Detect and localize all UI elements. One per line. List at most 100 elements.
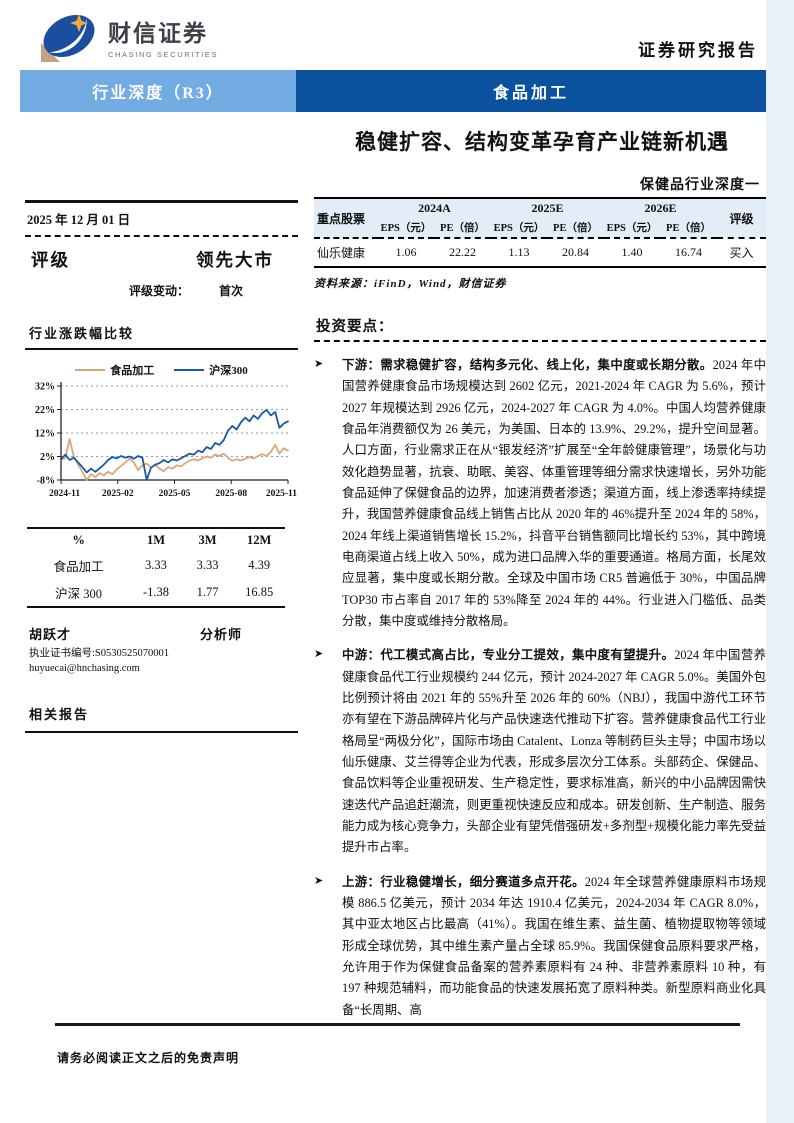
rating-row: 评级 领先大市: [25, 237, 298, 276]
legend-item-food-processing: 食品加工: [75, 362, 154, 378]
stock-rating: 买入: [717, 237, 766, 267]
analyst-row: 胡跃才 分析师: [25, 608, 298, 645]
chasing-securities-logo: 财信证券 CHASING SECURITIES: [38, 8, 218, 64]
header-cell: PE（倍）: [547, 218, 604, 238]
banner-industry: 食品加工: [296, 70, 766, 112]
brand-name-cn: 财信证券: [108, 19, 208, 46]
bullet-body: 2024 年全球营养健康原料市场规模 886.5 亿美元，预计 2034 年达 …: [342, 874, 766, 1017]
data-cell: 3.33: [145, 558, 167, 572]
header-cell: EPS（元）: [491, 218, 547, 238]
page-bottom-rule: [55, 1023, 740, 1026]
rating-change-label: 评级变动：: [129, 284, 190, 298]
header-cell: 2025E: [491, 198, 604, 218]
report-date: 2025 年 12 月 01 日: [25, 200, 298, 237]
header-cell: %: [72, 533, 85, 547]
related-reports-title: 相关报告: [25, 704, 298, 734]
data-cell: 3.33: [196, 558, 219, 572]
table-row: 沪深 300 -1.38 1.77 16.85: [27, 579, 285, 607]
table-subheader-row: EPS（元） PE（倍） EPS（元） PE（倍） EPS（元） PE（倍）: [314, 218, 766, 238]
header-cell: 2024A: [378, 198, 491, 218]
analyst-email: huyuecai@hnchasing.com: [29, 662, 140, 674]
page-edge-strip: [766, 0, 794, 1123]
bullet-lead: 下游：需求稳健扩容，结构多元化、线上化，集中度或长期分散。: [342, 358, 713, 372]
svg-text:-8%: -8%: [37, 476, 55, 487]
svg-text:2025-05: 2025-05: [159, 489, 191, 499]
line-chart-canvas: 32% 22% 12% 2% -8% 2024-11 2025-02 2025-05 2025-…: [35, 382, 297, 500]
analyst-cert: 执业证书编号:S0530525070001: [29, 648, 170, 659]
data-cell: 16.74: [660, 237, 717, 267]
data-cell: 4.39: [248, 558, 271, 572]
logo-mark-icon: [41, 14, 95, 62]
svg-text:2%: 2%: [40, 452, 55, 463]
bullet-text: 中游：代工模式高占比，专业分工提效，集中度有望提升。2024 年中国营养健康食品…: [342, 645, 766, 858]
data-cell: 1.13: [491, 237, 547, 267]
industry-performance-chart: 食品加工 沪深300 32% 22% 12% 2% -8% 2024-11 2025-02 2…: [25, 362, 298, 509]
highlight-bullet-upstream: ➤ 上游：行业稳健增长，细分赛道多点开花。2024 年全球营养健康原料市场规模 …: [314, 872, 766, 1021]
svg-text:2025-08: 2025-08: [215, 489, 247, 499]
report-title: 稳健扩容、结构变革孕育产业链新机遇: [355, 130, 729, 154]
legend-item-csi300: 沪深300: [174, 362, 248, 378]
data-cell: -1.38: [142, 585, 169, 599]
data-cell: 1.77: [196, 585, 219, 599]
rating-label: 评级: [31, 250, 70, 270]
table-row: 食品加工 3.33 3.33 4.39: [27, 552, 285, 579]
brand-text: 财信证券 CHASING SECURITIES: [108, 14, 218, 59]
category-banner: 行业深度（R3） 食品加工: [20, 70, 766, 112]
performance-table: % 1M 3M 12M 食品加工 3.33 3.33 4.39 沪深 300 -…: [27, 527, 285, 608]
brand-name-en: CHASING SECURITIES: [108, 49, 219, 59]
highlight-bullet-midstream: ➤ 中游：代工模式高占比，专业分工提效，集中度有望提升。2024 年中国营养健康…: [314, 645, 766, 858]
bullet-body: 2024 年中国营养健康食品代工行业规模约 244 亿元，预计 2024-202…: [342, 648, 767, 855]
main-content: 重点股票 2024A 2025E 2026E 评级 EPS（元） PE（倍） E…: [314, 197, 766, 1021]
table-row: 仙乐健康 1.06 22.22 1.13 20.84 1.40 16.74 买入: [314, 237, 766, 267]
data-cell: 1.40: [604, 237, 660, 267]
row-label: 食品加工: [53, 560, 104, 574]
legend-line-sample: [174, 368, 205, 372]
data-cell: 22.22: [434, 237, 491, 267]
header-cell: PE（倍）: [660, 218, 717, 238]
report-subtitle: 保健品行业深度一: [640, 178, 760, 193]
svg-text:2024-11: 2024-11: [49, 489, 80, 499]
header-cell: 12M: [247, 533, 272, 547]
row-label: 沪深 300: [55, 587, 103, 601]
header-cell: PE（倍）: [434, 218, 491, 238]
rating-value: 领先大市: [196, 250, 274, 270]
legend-label: 食品加工: [110, 365, 155, 377]
bullet-lead: 中游：代工模式高占比，专业分工提效，集中度有望提升。: [342, 648, 675, 663]
banner-report-type: 行业深度（R3）: [20, 70, 296, 112]
header-cell: 1M: [146, 533, 166, 547]
data-source-note: 资料来源：iFinD，Wind，财信证券: [314, 278, 507, 290]
svg-text:12%: 12%: [35, 429, 55, 440]
header-cell: 2026E: [604, 198, 717, 218]
investment-highlights-title: 投资要点：: [314, 315, 766, 342]
sidebar: 2025 年 12 月 01 日 评级 领先大市 评级变动： 首次 行业涨跌幅比…: [25, 200, 298, 734]
bullet-arrow-icon: ➤: [314, 873, 324, 887]
key-stocks-table: 重点股票 2024A 2025E 2026E 评级 EPS（元） PE（倍） E…: [314, 197, 766, 268]
star-icon: [70, 14, 88, 32]
data-cell: 20.84: [547, 237, 604, 267]
disclaimer-footer: 请务必阅读正文之后的免责声明: [57, 1051, 240, 1065]
rating-change-row: 评级变动： 首次: [25, 276, 298, 299]
rating-change-value: 首次: [219, 284, 244, 298]
bullet-arrow-icon: ➤: [314, 647, 324, 661]
data-cell: 1.06: [378, 237, 434, 267]
header-cell: 重点股票: [314, 198, 378, 238]
svg-text:2025-02: 2025-02: [102, 489, 134, 499]
header-cell: 评级: [717, 198, 766, 238]
chart-legend: 食品加工 沪深300: [25, 362, 298, 378]
svg-text:2025-11: 2025-11: [266, 489, 297, 499]
table-header-row: 重点股票 2024A 2025E 2026E 评级: [314, 198, 766, 238]
header-cell: EPS（元）: [604, 218, 660, 238]
bullet-lead: 上游：行业稳健增长，细分赛道多点开花。: [342, 874, 585, 889]
svg-text:22%: 22%: [35, 405, 55, 416]
bullet-body: 2024 年中国营养健康食品市场规模达到 2602 亿元，2021-2024 年…: [342, 358, 766, 628]
legend-label: 沪深300: [209, 365, 248, 377]
legend-line-sample: [75, 368, 106, 372]
header-cell: EPS（元）: [378, 218, 434, 238]
svg-text:32%: 32%: [35, 382, 55, 393]
doc-type-label: 证券研究报告: [638, 41, 758, 60]
bullet-arrow-icon: ➤: [314, 357, 324, 370]
data-cell: 16.85: [245, 585, 274, 599]
highlight-bullet-downstream: ➤ 下游：需求稳健扩容，结构多元化、线上化，集中度或长期分散。2024 年中国营…: [314, 355, 766, 632]
bullet-text: 上游：行业稳健增长，细分赛道多点开花。2024 年全球营养健康原料市场规模 88…: [342, 872, 766, 1021]
